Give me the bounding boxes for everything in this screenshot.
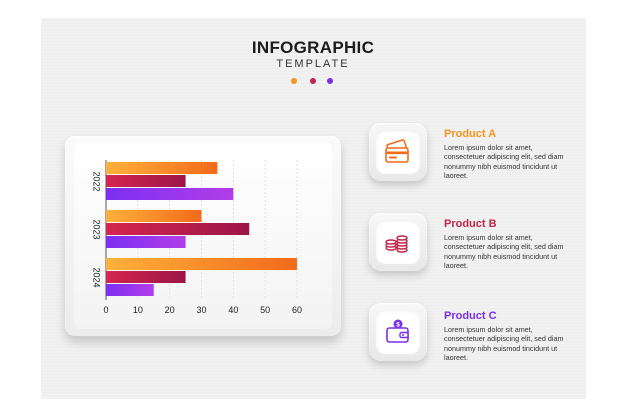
labels: 0 10 20 30 40 50 60 2022 2023 2024 xyxy=(92,171,302,315)
bar-2022-series-3 xyxy=(106,188,234,200)
accent-dot-purple xyxy=(327,78,333,84)
bar-2023-series-1 xyxy=(106,210,202,222)
wallet-icon: $ xyxy=(386,319,409,343)
product-b-icon-box xyxy=(369,213,427,271)
svg-text:$: $ xyxy=(396,322,400,329)
x-tick-label: 50 xyxy=(260,305,270,315)
product-a-description: Lorem ipsum dolor sit amet, consectetuer… xyxy=(444,143,564,181)
coin-stack-icon xyxy=(385,235,408,253)
x-tick-label: 0 xyxy=(103,305,108,315)
bar-2024-series-1 xyxy=(106,258,297,270)
x-tick-label: 30 xyxy=(196,305,206,315)
page-subtitle: TEMPLATE xyxy=(276,58,350,70)
category-label-2022: 2022 xyxy=(92,171,102,191)
x-tick-label: 20 xyxy=(165,305,175,315)
product-a-icon-box xyxy=(369,123,427,181)
product-c-title: Product C xyxy=(444,310,497,322)
product-b-description: Lorem ipsum dolor sit amet, consectetuer… xyxy=(444,233,564,271)
bar-2023-series-2 xyxy=(106,223,250,235)
product-c-icon-box: $ xyxy=(369,303,427,361)
page-title: INFOGRAPHIC xyxy=(251,38,375,57)
product-b-title: Product B xyxy=(444,218,497,230)
x-tick-label: 60 xyxy=(292,305,302,315)
bar-2022-series-1 xyxy=(106,162,218,174)
bar-2024-series-3 xyxy=(106,284,154,296)
x-tick-label: 10 xyxy=(133,305,143,315)
product-c-description: Lorem ipsum dolor sit amet, consectetuer… xyxy=(444,325,564,363)
category-label-2023: 2023 xyxy=(92,219,102,239)
bar-2023-series-3 xyxy=(106,236,186,248)
bar-2024-series-2 xyxy=(106,271,186,283)
x-tick-label: 40 xyxy=(228,305,238,315)
credit-card-icon xyxy=(385,139,409,163)
bar-2022-series-2 xyxy=(106,175,186,187)
bars xyxy=(106,162,297,296)
product-a-title: Product A xyxy=(444,128,497,140)
category-label-2024: 2024 xyxy=(92,267,102,287)
accent-dot-orange xyxy=(291,78,297,84)
accent-dot-red xyxy=(310,78,316,84)
